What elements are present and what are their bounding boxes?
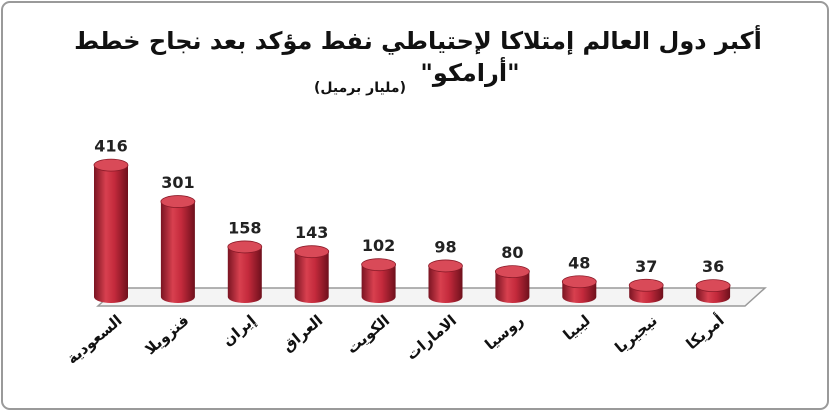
value-label: 80	[501, 243, 523, 262]
bar-body	[428, 265, 463, 303]
unit-label: (مليار برميل)	[314, 80, 406, 96]
chart-subtitle: "أرامكو"	[420, 57, 519, 87]
value-label: 158	[228, 218, 261, 237]
value-label: 102	[362, 236, 395, 255]
bar	[495, 265, 530, 303]
bar-top	[294, 245, 330, 259]
bar-top	[160, 195, 196, 208]
bar-body	[495, 271, 530, 303]
bar-body	[94, 165, 128, 303]
chart-title: أكبر دول العالم إمتلاكا لإحتياطي نفط مؤك…	[74, 25, 762, 55]
bar	[227, 240, 263, 303]
bar	[93, 158, 129, 303]
bar-body	[361, 264, 396, 303]
value-label: 36	[702, 257, 724, 276]
value-label: 143	[295, 223, 328, 242]
bar-top	[695, 279, 731, 292]
bar	[695, 279, 731, 303]
bar-top	[428, 259, 463, 273]
bar-top	[628, 278, 664, 292]
bar-top	[227, 240, 263, 254]
bar	[361, 258, 397, 303]
bar	[628, 278, 664, 303]
bar-top	[495, 265, 530, 279]
bar-body	[294, 251, 329, 303]
bar-body	[160, 201, 195, 303]
bar	[294, 245, 330, 303]
value-label: 301	[161, 173, 194, 192]
bar	[561, 275, 597, 303]
bar	[160, 195, 196, 303]
value-label: 37	[635, 257, 657, 276]
value-label: 48	[568, 253, 590, 272]
bar-top	[561, 275, 597, 289]
bar-top	[361, 258, 397, 272]
bar-body	[227, 246, 262, 303]
value-label: 416	[94, 137, 127, 156]
value-label: 98	[434, 237, 456, 256]
bar	[428, 259, 463, 303]
bar-top	[93, 158, 129, 172]
